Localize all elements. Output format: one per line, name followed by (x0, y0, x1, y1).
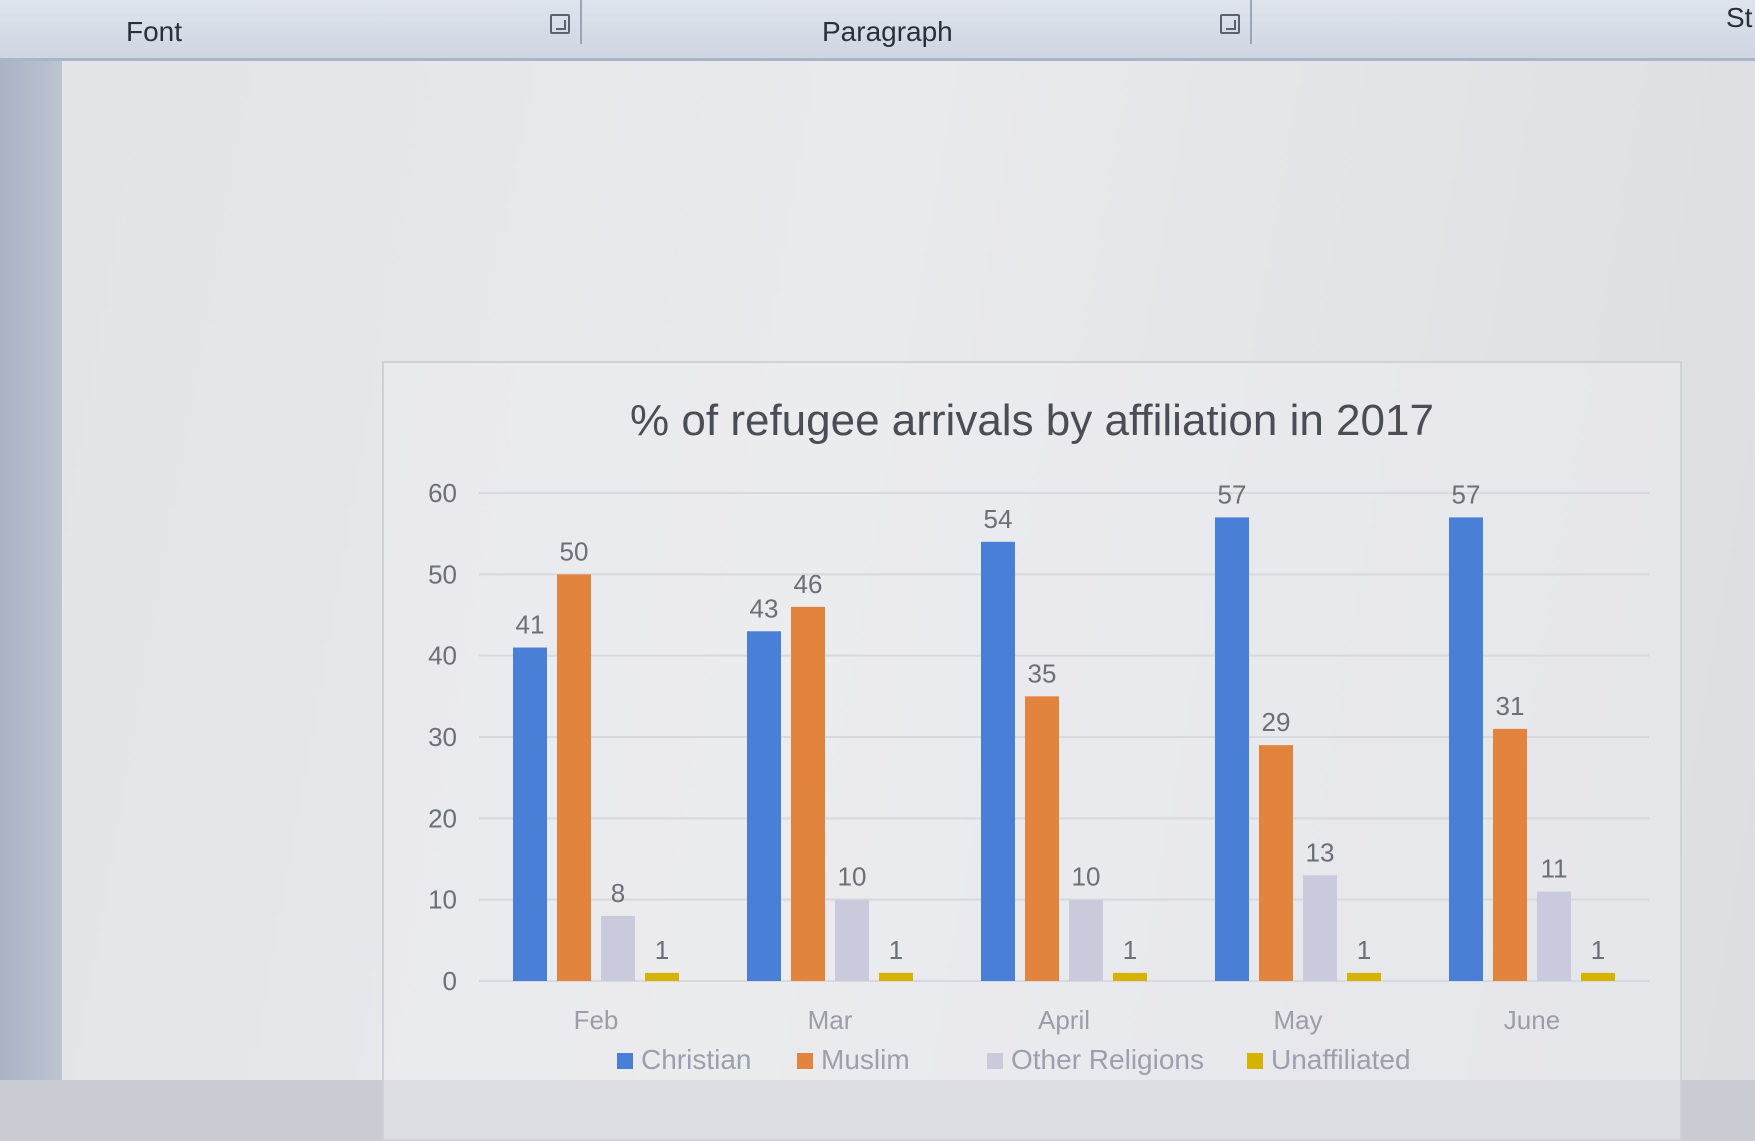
bar (791, 606, 825, 981)
bar (1449, 517, 1483, 981)
ribbon-separator (1250, 0, 1252, 44)
bar (513, 647, 547, 981)
font-dialog-launcher-icon[interactable] (550, 14, 570, 34)
y-tick-label: 20 (428, 803, 457, 833)
ribbon: Font Paragraph St (0, 0, 1755, 61)
bar (1347, 972, 1381, 981)
data-label: 11 (1541, 854, 1568, 884)
styles-group-label: St (1726, 2, 1753, 33)
data-label: 1 (889, 935, 903, 965)
document-page[interactable]: % of refugee arrivals by affiliation in … (62, 61, 1755, 1141)
document-left-margin (0, 61, 62, 1080)
y-tick-label: 50 (428, 559, 457, 589)
bar (1303, 875, 1337, 981)
bar (645, 972, 679, 981)
bar (1259, 745, 1293, 981)
data-label: 1 (1123, 935, 1137, 965)
bar (601, 915, 635, 981)
y-tick-label: 40 (428, 641, 457, 671)
data-label: 8 (611, 878, 625, 908)
bar (835, 899, 869, 981)
bar (557, 574, 591, 981)
ribbon-separator (580, 0, 582, 44)
bar (1215, 517, 1249, 981)
bar-chart: % of refugee arrivals by affiliation in … (428, 396, 1649, 1075)
data-label: 41 (516, 610, 545, 640)
legend-swatch (797, 1053, 813, 1069)
y-tick-label: 10 (428, 885, 457, 915)
x-category-label: Mar (808, 1005, 853, 1035)
data-label: 13 (1306, 837, 1335, 867)
legend-entry: Christian (641, 1044, 751, 1075)
font-group-label: Font (126, 16, 183, 47)
data-label: 1 (1357, 935, 1371, 965)
legend: Christian Muslim Other Religions Unaffiliat… (617, 1044, 1411, 1075)
data-label: 57 (1218, 479, 1247, 509)
bar (879, 972, 913, 981)
y-tick-label: 30 (428, 722, 457, 752)
gridlines (479, 492, 1649, 982)
data-label: 1 (1591, 935, 1605, 965)
bar (1069, 899, 1103, 981)
data-label: 43 (750, 593, 779, 623)
chart-frame[interactable]: % of refugee arrivals by affiliation in … (382, 361, 1682, 1141)
bar (1537, 891, 1571, 981)
x-category-label: April (1038, 1005, 1090, 1035)
data-label: 46 (794, 569, 823, 599)
data-label: 10 (1072, 862, 1101, 892)
legend-swatch (1247, 1053, 1263, 1069)
y-tick-label: 60 (428, 478, 457, 508)
legend-swatch (987, 1053, 1003, 1069)
data-label: 31 (1496, 691, 1525, 721)
paragraph-group-label: Paragraph (822, 16, 953, 47)
data-label: 35 (1028, 658, 1057, 688)
bar (1113, 972, 1147, 981)
paragraph-dialog-launcher-icon[interactable] (1220, 14, 1240, 34)
data-label: 57 (1452, 479, 1481, 509)
x-category-label: June (1504, 1005, 1560, 1035)
legend-entry: Other Religions (1011, 1044, 1204, 1075)
x-axis: Feb Mar April May June (574, 1005, 1561, 1035)
chart-title: % of refugee arrivals by affiliation in … (630, 396, 1434, 445)
bar (1581, 972, 1615, 981)
x-category-label: Feb (574, 1005, 619, 1035)
bar (981, 541, 1015, 981)
x-category-label: May (1273, 1005, 1322, 1035)
bar (747, 631, 781, 981)
data-label: 10 (838, 862, 867, 892)
legend-entry: Muslim (821, 1044, 910, 1075)
y-axis: 0 10 20 30 40 50 60 (428, 478, 457, 996)
bar (1493, 728, 1527, 981)
y-tick-label: 0 (443, 966, 457, 996)
legend-entry: Unaffiliated (1271, 1044, 1411, 1075)
data-label: 29 (1262, 707, 1291, 737)
data-label: 1 (655, 935, 669, 965)
bar (1025, 696, 1059, 981)
legend-swatch (617, 1053, 633, 1069)
data-label: 54 (984, 504, 1013, 534)
data-label: 50 (560, 536, 589, 566)
